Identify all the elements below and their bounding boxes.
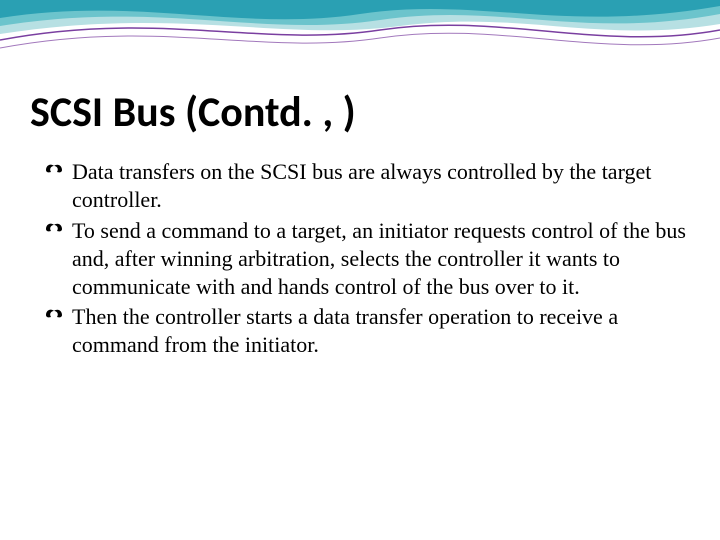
slide-title: SCSI Bus (Contd. , ) (30, 90, 690, 136)
bullet-text: To send a command to a target, an initia… (72, 218, 686, 299)
bullet-item: To send a command to a target, an initia… (48, 217, 690, 301)
bullet-text: Then the controller starts a data transf… (72, 304, 618, 357)
bullet-item: Data transfers on the SCSI bus are alway… (48, 158, 690, 214)
bullet-icon (42, 219, 66, 239)
bullet-list: Data transfers on the SCSI bus are alway… (30, 158, 690, 359)
slide-content: SCSI Bus (Contd. , ) Data transfers on t… (30, 90, 690, 361)
bullet-icon (42, 160, 66, 180)
bullet-item: Then the controller starts a data transf… (48, 303, 690, 359)
decorative-wave (0, 0, 720, 90)
bullet-text: Data transfers on the SCSI bus are alway… (72, 159, 651, 212)
bullet-icon (42, 305, 66, 325)
